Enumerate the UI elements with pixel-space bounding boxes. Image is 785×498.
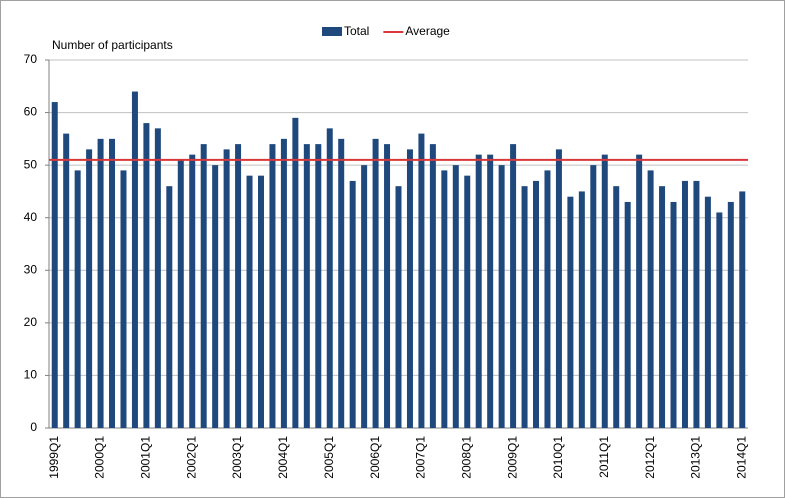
bar [200, 144, 207, 428]
x-tick-label: 2011Q1 [597, 436, 611, 478]
x-tick-label: 2008Q1 [459, 436, 473, 479]
x-tick-label: 2010Q1 [551, 436, 565, 479]
y-tick-label: 0 [30, 420, 37, 434]
bar [86, 149, 93, 428]
bar [97, 138, 104, 428]
bar [533, 180, 540, 428]
bar [395, 186, 402, 428]
bar [51, 102, 58, 429]
bar [613, 186, 620, 428]
bar [544, 170, 551, 428]
bar [143, 123, 150, 428]
bar [693, 180, 700, 428]
bar [521, 186, 528, 428]
bar [418, 133, 425, 428]
bar [624, 201, 631, 428]
bar [498, 165, 505, 428]
y-tick-label: 10 [24, 368, 38, 382]
x-tick-label: 1999Q1 [47, 436, 61, 479]
bar [235, 144, 242, 428]
bar [487, 154, 494, 428]
bar [670, 201, 677, 428]
x-tick-label: 2013Q1 [689, 436, 703, 479]
bar [63, 133, 70, 428]
legend-swatch [322, 27, 342, 36]
bar [74, 170, 81, 428]
bar [315, 144, 322, 428]
bar [578, 191, 585, 428]
bar [269, 144, 276, 428]
x-tick-label: 2003Q1 [230, 436, 244, 479]
bar [659, 186, 666, 428]
bar [257, 175, 264, 428]
bar [223, 149, 230, 428]
bar [716, 212, 723, 428]
x-tick-label: 2007Q1 [414, 436, 428, 479]
bar [441, 170, 448, 428]
bar [429, 144, 436, 428]
bar [292, 117, 299, 428]
y-tick-label: 50 [24, 157, 38, 171]
bar [475, 154, 482, 428]
x-tick-label: 2000Q1 [93, 436, 107, 479]
bar [636, 154, 643, 428]
x-tick-label: 2012Q1 [643, 436, 657, 479]
bar [280, 138, 287, 428]
x-tick-label: 2002Q1 [184, 436, 198, 479]
x-tick-label: 2006Q1 [368, 436, 382, 479]
bar [361, 165, 368, 428]
bar [189, 154, 196, 428]
bar [406, 149, 413, 428]
bar [739, 191, 746, 428]
bar [384, 144, 391, 428]
x-tick-label: 2009Q1 [505, 436, 519, 479]
bar [464, 175, 471, 428]
x-tick-label: 2005Q1 [322, 436, 336, 479]
bar [601, 154, 608, 428]
x-tick-label: 2014Q1 [734, 436, 748, 479]
bar [326, 128, 333, 429]
y-tick-label: 60 [24, 105, 38, 119]
bar [555, 149, 562, 428]
bar [510, 144, 517, 428]
bar [372, 138, 379, 428]
bar [590, 165, 597, 428]
bar [338, 138, 345, 428]
bar [154, 128, 161, 429]
bar [349, 180, 356, 428]
bar [131, 91, 138, 429]
bar [109, 138, 116, 428]
bar [120, 170, 127, 428]
bar [647, 170, 654, 428]
y-tick-label: 20 [24, 315, 38, 329]
bar [246, 175, 253, 428]
y-tick-label: 40 [24, 210, 38, 224]
bar [177, 159, 184, 428]
y-axis-label: Number of participants [52, 38, 173, 52]
y-tick-label: 30 [24, 262, 38, 276]
x-tick-label: 2001Q1 [139, 436, 153, 479]
bar [567, 196, 574, 428]
bar [452, 165, 459, 428]
bar [704, 196, 711, 428]
x-tick-label: 2004Q1 [276, 436, 290, 479]
y-tick-label: 70 [24, 52, 38, 66]
legend-label: Average [405, 24, 450, 38]
bar [166, 186, 173, 428]
bar [303, 144, 310, 428]
legend-label: Total [344, 24, 369, 38]
bar [212, 165, 219, 428]
bar [727, 201, 734, 428]
bar [681, 180, 688, 428]
